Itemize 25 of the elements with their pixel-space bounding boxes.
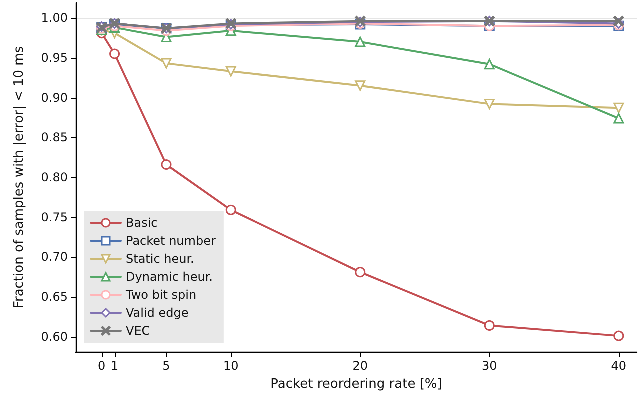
x-tick-label: 1: [110, 359, 119, 373]
legend-label: Packet number: [126, 234, 216, 248]
x-axis-title: Packet reordering rate [%]: [270, 377, 442, 392]
y-tick-label: 0.65: [41, 290, 68, 304]
x-tick-label: 30: [482, 359, 498, 373]
legend-label: Dynamic heur.: [126, 270, 213, 284]
y-tick-label: 0.95: [41, 50, 68, 65]
legend-label: VEC: [126, 324, 150, 338]
legend-label: Basic: [126, 216, 158, 230]
x-tick-label: 5: [162, 359, 170, 373]
x-tick-label: 40: [611, 359, 627, 373]
y-tick-label: 0.85: [41, 130, 68, 145]
y-tick-label: 0.60: [41, 330, 68, 344]
y-tick-label: 0.90: [41, 90, 68, 105]
y-tick-label: 0.70: [41, 250, 68, 264]
y-tick-label: 0.75: [41, 210, 68, 224]
y-tick-label: 1.00: [41, 11, 68, 26]
x-tick-label: 20: [352, 359, 368, 373]
legend-label: Static heur.: [126, 252, 194, 266]
y-tick-label: 0.80: [41, 170, 68, 184]
legend-label: Two bit spin: [125, 288, 197, 302]
legend-label: Valid edge: [126, 306, 189, 320]
x-tick-label: 10: [223, 359, 239, 373]
y-axis-title: Fraction of samples with |error| < 10 ms: [12, 46, 27, 309]
x-tick-label: 0: [98, 359, 106, 373]
